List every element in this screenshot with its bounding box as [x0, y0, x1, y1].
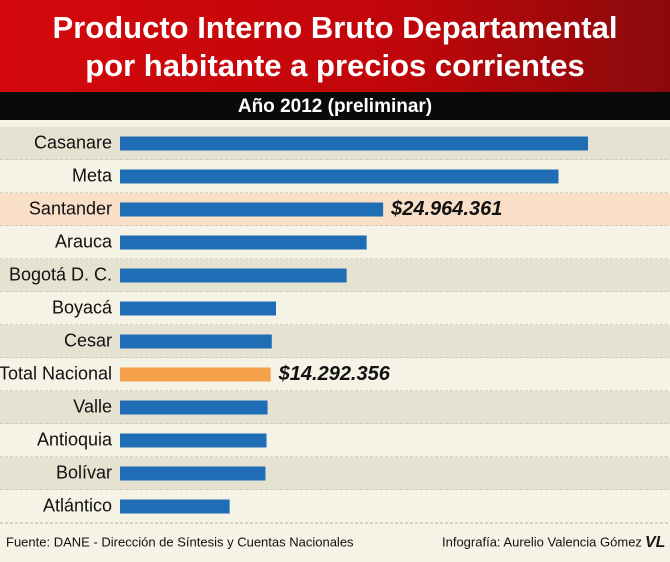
category-label: Meta	[72, 165, 113, 185]
row-band	[0, 358, 670, 391]
category-label: Cesar	[64, 330, 112, 350]
subtitle: Año 2012 (preliminar)	[238, 96, 432, 117]
row-band	[0, 325, 670, 358]
credit: Infografía: Aurelio Valencia Gómez	[442, 534, 642, 549]
value-label: $24.964.361	[390, 198, 502, 220]
row-band	[0, 457, 670, 490]
bar	[120, 499, 230, 514]
row-band	[0, 490, 670, 523]
logo: VL	[645, 534, 665, 551]
row-band	[0, 292, 670, 325]
category-label: Santander	[29, 198, 112, 218]
bar	[120, 235, 367, 250]
bar	[120, 136, 588, 151]
footer	[0, 527, 670, 562]
category-label: Bogotá D. C.	[9, 264, 112, 284]
bar	[120, 466, 266, 481]
row-band	[0, 391, 670, 424]
bar	[120, 301, 276, 316]
category-label: Casanare	[34, 132, 112, 152]
bar	[120, 268, 347, 283]
bar	[120, 400, 268, 415]
category-label: Atlántico	[43, 495, 112, 515]
bar	[120, 334, 272, 349]
bar	[120, 169, 559, 184]
category-label: Bolívar	[56, 462, 112, 482]
category-label: Valle	[73, 396, 112, 416]
bar	[120, 367, 271, 382]
source: Fuente: DANE - Dirección de Síntesis y C…	[6, 534, 354, 549]
category-label: Antioquia	[37, 429, 113, 449]
subtitle-band	[0, 92, 670, 120]
bar	[120, 433, 267, 448]
category-label: Total Nacional	[0, 363, 112, 383]
value-label: $14.292.356	[278, 363, 391, 385]
category-label: Boyacá	[52, 297, 113, 317]
chart-title: por habitante a precios corrientes	[85, 48, 585, 83]
header	[0, 0, 670, 92]
chart-title: Producto Interno Bruto Departamental	[53, 10, 618, 45]
bar	[120, 202, 384, 217]
category-label: Arauca	[55, 231, 113, 251]
row-band	[0, 424, 670, 457]
